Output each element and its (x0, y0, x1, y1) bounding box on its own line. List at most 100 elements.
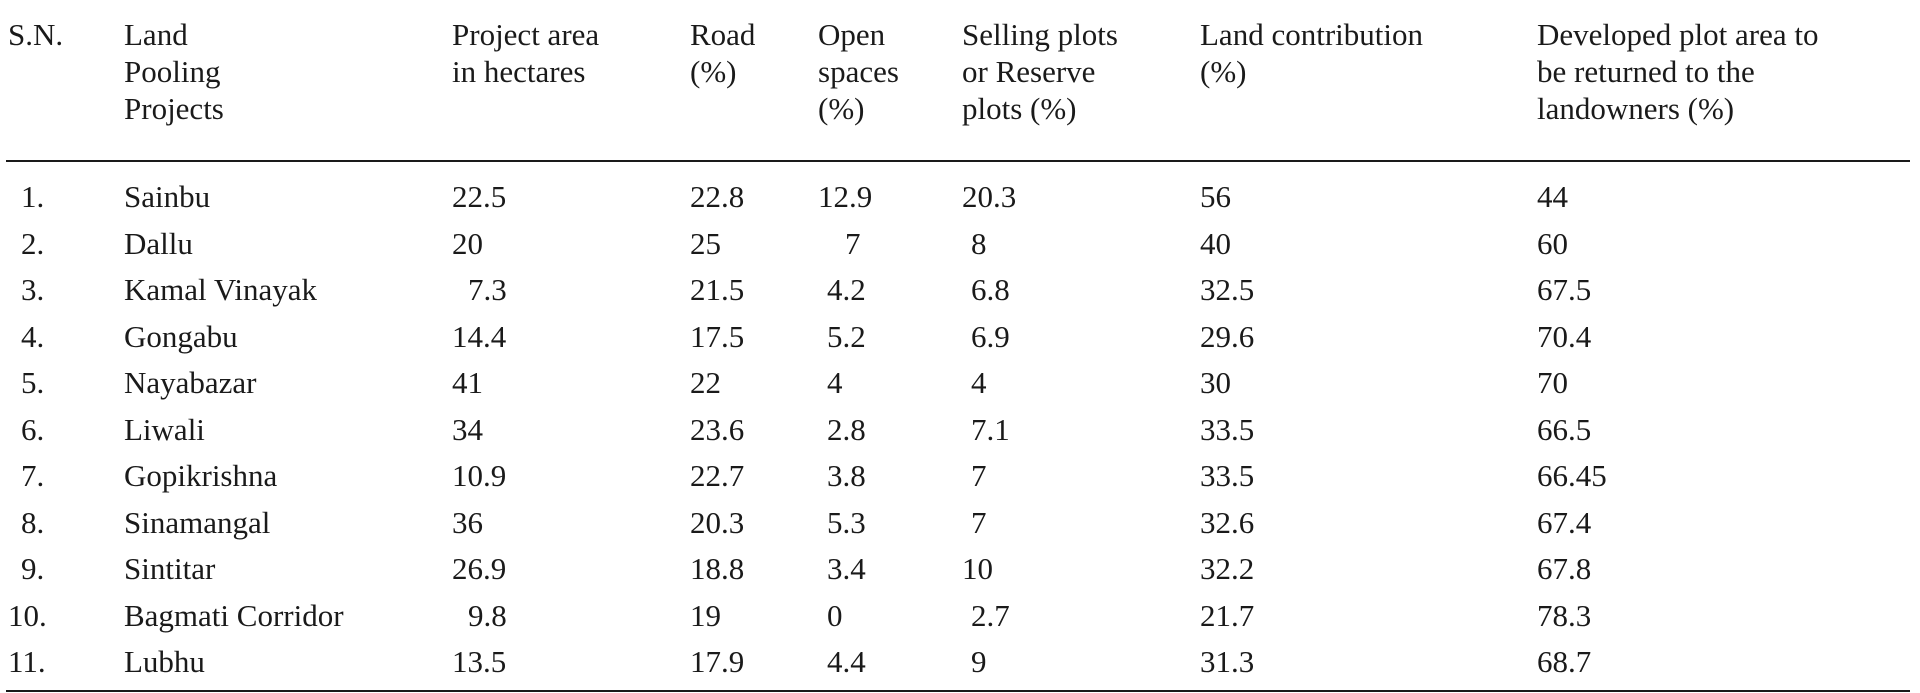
header-returned-area: Developed plot area to be returned to the… (1537, 16, 1818, 127)
cell-road: 18.8 (690, 551, 745, 586)
header-bottom-rule (6, 160, 1910, 162)
cell-selling-plots: 6.9 (971, 318, 1010, 354)
cell-sn: 2. (21, 225, 45, 261)
cell-sn: 3. (21, 272, 45, 307)
cell-returned-area: 67.8 (1537, 551, 1592, 586)
cell-land-contribution: 30 (1200, 365, 1231, 400)
cell-project-area: 26.9 (452, 551, 507, 586)
cell-returned-area: 70 (1537, 365, 1568, 400)
cell-selling-plots: 2.7 (971, 597, 1010, 633)
cell-project-area: 20 (452, 225, 483, 261)
cell-returned-area: 70.4 (1537, 318, 1592, 354)
cell-open-spaces: 7 (845, 225, 861, 261)
cell-selling-plots: 9 (971, 644, 987, 679)
cell-project-name: Gopikrishna (124, 458, 278, 493)
cell-open-spaces: 3.4 (827, 551, 866, 586)
header-line: landowners (%) (1537, 91, 1735, 126)
cell-open-spaces: 2.8 (827, 411, 866, 447)
cell-land-contribution: 32.5 (1200, 272, 1255, 307)
cell-road: 22.8 (690, 179, 745, 214)
cell-land-contribution: 32.6 (1200, 504, 1255, 540)
cell-project-area: 10.9 (452, 458, 507, 493)
header-project-area: Project area in hectares (452, 16, 599, 90)
cell-selling-plots: 7 (971, 504, 987, 540)
cell-returned-area: 78.3 (1537, 597, 1592, 633)
cell-sn: 5. (21, 365, 45, 400)
cell-sn: 7. (21, 458, 45, 493)
cell-project-name: Liwali (124, 411, 205, 447)
cell-project-area: 7.3 (468, 272, 507, 307)
header-line: Project area (452, 17, 600, 52)
cell-selling-plots: 6.8 (971, 272, 1010, 307)
cell-road: 19 (690, 597, 721, 633)
cell-open-spaces: 3.8 (827, 458, 866, 493)
cell-land-contribution: 31.3 (1200, 644, 1255, 679)
cell-selling-plots: 4 (971, 365, 987, 400)
cell-road: 20.3 (690, 504, 745, 540)
cell-open-spaces: 5.2 (827, 318, 866, 354)
cell-open-spaces: 4.4 (827, 644, 866, 679)
cell-road: 21.5 (690, 272, 745, 307)
cell-open-spaces: 4.2 (827, 272, 866, 307)
cell-project-area: 41 (452, 365, 483, 400)
cell-selling-plots: 10 (962, 551, 993, 586)
header-line: be returned to the (1537, 54, 1755, 89)
cell-land-contribution: 40 (1200, 225, 1231, 261)
cell-project-area: 13.5 (452, 644, 507, 679)
header-line: Land (124, 17, 188, 52)
cell-selling-plots: 7 (971, 458, 987, 493)
cell-sn: 11. (8, 644, 46, 679)
cell-project-name: Bagmati Corridor (124, 597, 344, 633)
header-line: (%) (1200, 54, 1247, 89)
table-bottom-rule (6, 690, 1910, 692)
cell-project-name: Kamal Vinayak (124, 272, 317, 307)
header-line: Projects (124, 91, 224, 126)
cell-sn: 6. (21, 411, 45, 447)
header-line: or Reserve (962, 54, 1096, 89)
cell-road: 23.6 (690, 411, 745, 447)
header-open-spaces: Open spaces (%) (818, 16, 899, 127)
cell-sn: 8. (21, 504, 45, 540)
cell-project-name: Nayabazar (124, 365, 257, 400)
cell-selling-plots: 7.1 (971, 411, 1010, 447)
cell-open-spaces: 12.9 (818, 179, 873, 214)
cell-project-name: Lubhu (124, 644, 205, 679)
cell-project-name: Sainbu (124, 179, 211, 214)
cell-open-spaces: 4 (827, 365, 843, 400)
header-project-name: Land Pooling Projects (124, 16, 224, 127)
header-line: Developed plot area to (1537, 17, 1819, 52)
cell-selling-plots: 8 (971, 225, 987, 261)
header-road: Road (%) (690, 16, 755, 90)
cell-road: 22 (690, 365, 721, 400)
cell-project-area: 36 (452, 504, 483, 540)
cell-project-name: Sinamangal (124, 504, 271, 540)
cell-returned-area: 66.5 (1537, 411, 1592, 447)
cell-returned-area: 44 (1537, 179, 1568, 214)
cell-sn: 9. (21, 551, 45, 586)
cell-land-contribution: 33.5 (1200, 458, 1255, 493)
cell-open-spaces: 5.3 (827, 504, 866, 540)
cell-project-area: 14.4 (452, 318, 507, 354)
cell-project-name: Sintitar (124, 551, 216, 586)
header-line: plots (%) (962, 91, 1077, 126)
cell-returned-area: 67.4 (1537, 504, 1592, 540)
cell-project-area: 34 (452, 411, 483, 447)
cell-returned-area: 66.45 (1537, 458, 1607, 493)
header-land-contribution: Land contribution (%) (1200, 16, 1423, 90)
header-line: Selling plots (962, 17, 1118, 52)
header-line: Pooling (124, 54, 221, 89)
cell-land-contribution: 21.7 (1200, 597, 1255, 633)
cell-project-name: Dallu (124, 225, 193, 261)
cell-land-contribution: 56 (1200, 179, 1231, 214)
header-line: Open (818, 17, 886, 52)
cell-returned-area: 67.5 (1537, 272, 1592, 307)
cell-land-contribution: 29.6 (1200, 318, 1255, 354)
cell-land-contribution: 33.5 (1200, 411, 1255, 447)
cell-returned-area: 68.7 (1537, 644, 1592, 679)
cell-sn: 10. (8, 597, 47, 633)
cell-project-name: Gongabu (124, 318, 238, 354)
cell-selling-plots: 20.3 (962, 179, 1017, 214)
header-line: Land contribution (1200, 17, 1423, 52)
header-line: in hectares (452, 54, 586, 89)
cell-sn: 1. (21, 179, 45, 214)
